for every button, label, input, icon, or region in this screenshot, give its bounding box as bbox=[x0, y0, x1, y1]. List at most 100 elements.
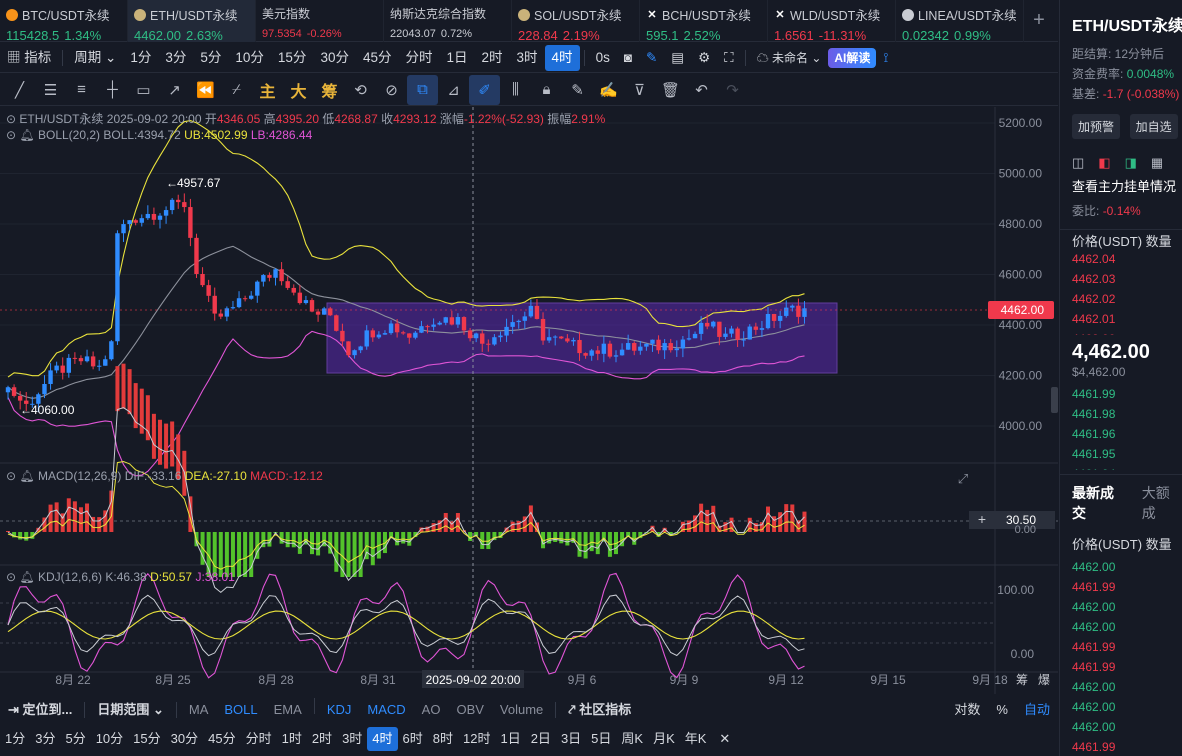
bottom-interval-19[interactable]: 周K bbox=[621, 731, 644, 746]
settings-gear-icon[interactable]: ⚙ bbox=[698, 49, 711, 65]
note-icon[interactable]: ✎ bbox=[571, 81, 584, 99]
bottom-interval-2[interactable]: 5分 bbox=[65, 731, 86, 746]
ruler-icon[interactable]: ⊿ bbox=[447, 81, 460, 99]
log-toggle[interactable]: 对数 bbox=[954, 702, 981, 717]
horizontal-ray-tool-icon[interactable]: ☰ bbox=[43, 81, 58, 99]
ticker-tab[interactable]: SOL/USDT永续 228.84 2.19% bbox=[512, 0, 640, 42]
book-buy-icon[interactable]: ◧ bbox=[1098, 155, 1111, 170]
rewind-icon[interactable]: ⏪ bbox=[196, 81, 215, 99]
book-row[interactable]: 4462.02 bbox=[1072, 292, 1116, 306]
locate-button[interactable]: ⇥ 定位到... bbox=[8, 702, 73, 717]
indicator-ma[interactable]: MA bbox=[188, 702, 209, 717]
interval-3[interactable]: 10分 bbox=[235, 49, 264, 65]
interval-2[interactable]: 5分 bbox=[200, 49, 222, 65]
book-both-icon[interactable]: ◫ bbox=[1072, 155, 1085, 170]
book-more-icon[interactable]: ▦ bbox=[1150, 155, 1164, 170]
book-row[interactable]: 4462.00 bbox=[1060, 329, 1182, 335]
chart-area[interactable]: 5200.00 5000.00 4800.00 4600.00 4400.00 4200.… bbox=[0, 107, 1058, 694]
draw-mode-icon[interactable]: ✐ bbox=[469, 74, 500, 105]
filter-icon[interactable]: ⊽ bbox=[634, 81, 645, 99]
magnet-icon[interactable]: ⧉ bbox=[407, 74, 438, 105]
add-watchlist-button[interactable]: 加自选 bbox=[1129, 114, 1178, 139]
book-row[interactable]: 4461.96 bbox=[1072, 427, 1116, 441]
book-row[interactable]: 4462.01 bbox=[1072, 312, 1116, 326]
interval-11[interactable]: 4时 bbox=[544, 44, 580, 71]
undo-icon[interactable]: ↶ bbox=[695, 81, 708, 99]
bottom-interval-1[interactable]: 3分 bbox=[35, 731, 56, 746]
bottom-interval-0[interactable]: 1分 bbox=[5, 731, 26, 746]
brush-icon[interactable]: ✍ bbox=[599, 81, 618, 99]
arrow-tool-icon[interactable]: ↗ bbox=[168, 81, 181, 99]
interval-9[interactable]: 2时 bbox=[481, 49, 503, 65]
indicator-boll[interactable]: BOLL bbox=[224, 702, 258, 717]
add-alert-button[interactable]: 加预警 bbox=[1072, 114, 1121, 139]
bottom-interval-20[interactable]: 月K bbox=[653, 731, 675, 746]
candle-type-icon[interactable]: ⫼ bbox=[512, 81, 519, 98]
bottom-interval-10[interactable]: 3时 bbox=[342, 731, 363, 746]
bottom-interval-4[interactable]: 15分 bbox=[133, 731, 161, 746]
book-row[interactable]: 4461.94 bbox=[1060, 464, 1182, 470]
indicator-ao[interactable]: AO bbox=[421, 702, 441, 717]
indicator-kdj[interactable]: KDJ bbox=[326, 702, 352, 717]
big-order-tool[interactable]: 大 bbox=[290, 83, 307, 101]
ticker-tab[interactable]: ETH/USDT永续 4462.00 2.63% bbox=[128, 0, 256, 42]
grid-icon[interactable]: ▤ bbox=[671, 49, 685, 65]
bottom-interval-3[interactable]: 10分 bbox=[95, 731, 124, 746]
interval-6[interactable]: 45分 bbox=[362, 49, 392, 65]
bottom-interval-16[interactable]: 2日 bbox=[530, 731, 551, 746]
refresh-draw-icon[interactable]: ⟲ bbox=[354, 81, 367, 99]
trash-icon[interactable]: 🗑︎ bbox=[660, 81, 681, 99]
ticker-tab[interactable]: LINEA/USDT永续 0.02342 0.99% bbox=[896, 0, 1024, 42]
pencil-icon[interactable]: ✎ bbox=[645, 49, 658, 65]
redo-icon[interactable]: ↷ bbox=[726, 81, 739, 99]
book-row[interactable]: 4461.98 bbox=[1072, 407, 1116, 421]
close-icon[interactable]: ✕ bbox=[719, 731, 731, 746]
bottom-interval-17[interactable]: 3日 bbox=[560, 731, 582, 746]
interval-7[interactable]: 分时 bbox=[405, 49, 433, 65]
collapse-icon[interactable]: ⊙ bbox=[6, 128, 17, 142]
zero-s-button[interactable]: 0s bbox=[595, 49, 610, 65]
indicator-volume[interactable]: Volume bbox=[499, 702, 544, 717]
share-icon[interactable]: ⟟ bbox=[883, 49, 889, 65]
book-row[interactable]: 4462.04 bbox=[1072, 252, 1116, 266]
bottom-interval-7[interactable]: 分时 bbox=[245, 731, 272, 746]
hide-drawings-icon[interactable]: ⊘ bbox=[385, 81, 398, 99]
indicator-ema[interactable]: EMA bbox=[273, 702, 302, 717]
bottom-interval-15[interactable]: 1日 bbox=[500, 731, 521, 746]
layout-dropdown[interactable]: ☁ 未命名 ⌄ bbox=[756, 50, 822, 65]
interval-0[interactable]: 1分 bbox=[130, 49, 152, 65]
ticker-tab[interactable]: BTC/USDT永续 115428.5 1.34% bbox=[0, 0, 128, 42]
indicator-button[interactable]: ▦ 指标 bbox=[7, 49, 52, 65]
camera-icon[interactable]: ◙ bbox=[623, 49, 632, 65]
bottom-interval-9[interactable]: 2时 bbox=[311, 731, 333, 746]
rectangle-tool-icon[interactable]: ▭ bbox=[136, 81, 151, 99]
ticker-tab[interactable]: 纳斯达克综合指数 22043.07 0.72% bbox=[384, 0, 512, 42]
latest-trades-tab[interactable]: 最新成交 bbox=[1072, 485, 1114, 521]
bottom-interval-18[interactable]: 5日 bbox=[591, 731, 612, 746]
add-tab-button[interactable]: + bbox=[1033, 9, 1045, 31]
percent-toggle[interactable]: % bbox=[996, 702, 1008, 717]
community-indicators[interactable]: ⤤ 社区指标 bbox=[568, 702, 632, 717]
collapse-icon[interactable]: ⊙ bbox=[6, 570, 17, 584]
bottom-interval-13[interactable]: 8时 bbox=[432, 731, 453, 746]
bottom-interval-12[interactable]: 6时 bbox=[402, 731, 423, 746]
ai-analyze-button[interactable]: AI解读 bbox=[828, 47, 877, 68]
period-dropdown[interactable]: 周期 ⌄ bbox=[74, 49, 117, 65]
lock-icon[interactable]: 🔒︎ bbox=[542, 81, 551, 98]
interval-8[interactable]: 1日 bbox=[446, 49, 468, 65]
bottom-interval-5[interactable]: 30分 bbox=[170, 731, 199, 746]
large-trades-tab[interactable]: 大额成 bbox=[1141, 485, 1170, 521]
date-range-dropdown[interactable]: 日期范围 ⌄ bbox=[97, 702, 164, 717]
fullscreen-icon[interactable]: ⛶ bbox=[724, 49, 734, 65]
book-row[interactable]: 4461.99 bbox=[1072, 387, 1116, 401]
chart-canvas[interactable]: 5200.00 5000.00 4800.00 4600.00 4400.00 4200.… bbox=[0, 107, 1058, 694]
bottom-interval-6[interactable]: 45分 bbox=[208, 731, 236, 746]
interval-4[interactable]: 15分 bbox=[277, 49, 307, 65]
bottom-interval-21[interactable]: 年K bbox=[684, 731, 707, 746]
bottom-interval-14[interactable]: 12时 bbox=[463, 731, 491, 746]
interval-10[interactable]: 3时 bbox=[516, 49, 538, 65]
ticker-tab[interactable]: 美元指数 97.5354 -0.26% bbox=[256, 0, 384, 42]
horizontal-line-tool-icon[interactable]: ┼ bbox=[107, 81, 118, 98]
book-row[interactable]: 4462.03 bbox=[1072, 272, 1116, 286]
parallel-channel-tool-icon[interactable]: ≡ bbox=[77, 81, 86, 98]
